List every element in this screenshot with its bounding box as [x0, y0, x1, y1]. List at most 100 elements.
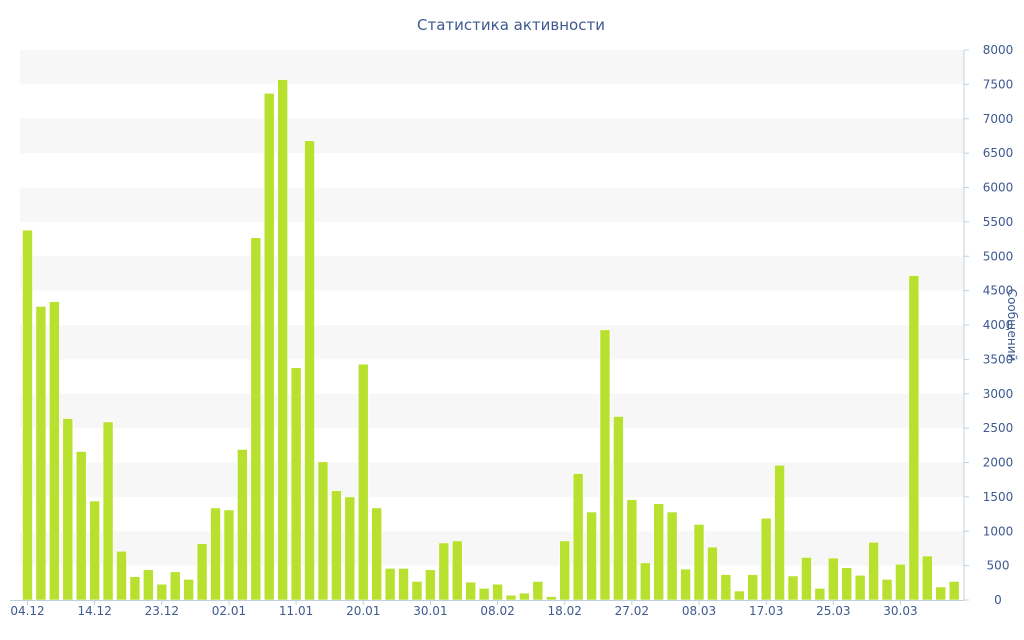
grid-band — [20, 118, 964, 154]
grid-band — [20, 531, 964, 566]
bar[interactable] — [304, 140, 315, 601]
bar[interactable] — [223, 509, 235, 601]
x-tick-label: 25.03 — [816, 604, 850, 618]
bar[interactable] — [156, 583, 168, 601]
bar[interactable] — [183, 579, 194, 601]
bar[interactable] — [599, 329, 611, 601]
bar[interactable] — [666, 511, 678, 601]
bar[interactable] — [75, 451, 87, 601]
bar[interactable] — [747, 574, 759, 601]
bar[interactable] — [317, 461, 329, 601]
bar[interactable] — [613, 416, 624, 601]
grid-band — [20, 462, 964, 497]
bar[interactable] — [478, 588, 490, 601]
x-tick-label: 04.12 — [10, 604, 44, 618]
bar[interactable] — [586, 511, 597, 601]
bar[interactable] — [237, 449, 248, 601]
bar[interactable] — [451, 540, 463, 601]
bar[interactable] — [290, 367, 302, 601]
bar[interactable] — [639, 562, 651, 601]
bar[interactable] — [948, 581, 960, 601]
bar[interactable] — [250, 237, 262, 601]
x-tick-label: 20.01 — [346, 604, 380, 618]
bar[interactable] — [572, 473, 584, 601]
x-tick-label: 08.03 — [682, 604, 716, 618]
bar[interactable] — [545, 596, 557, 601]
bar[interactable] — [35, 306, 47, 601]
y-tick-label: 1000 — [983, 524, 1014, 538]
bar[interactable] — [760, 517, 772, 601]
y-tick-label: 3500 — [983, 352, 1014, 366]
bar[interactable] — [196, 543, 208, 601]
bar[interactable] — [908, 275, 920, 601]
bar[interactable] — [693, 524, 705, 601]
bar[interactable] — [774, 464, 785, 601]
bar[interactable] — [411, 581, 423, 601]
bar[interactable] — [881, 579, 893, 601]
y-axis: 0 500 1000 1500 2000 2500 3000 3500 4000 4500 5000… — [963, 43, 1014, 607]
bar[interactable] — [841, 567, 853, 601]
bar[interactable] — [384, 568, 396, 601]
x-tick-label: 17.03 — [749, 604, 783, 618]
bar[interactable] — [626, 499, 638, 601]
bar[interactable] — [357, 363, 369, 601]
bar[interactable] — [814, 588, 826, 601]
grid-bands — [20, 50, 964, 566]
bar[interactable] — [102, 421, 114, 601]
bar[interactable] — [922, 555, 933, 601]
grid-band — [20, 256, 964, 291]
bar[interactable] — [465, 581, 476, 601]
bar[interactable] — [263, 93, 275, 601]
bar[interactable] — [532, 581, 544, 601]
bar[interactable] — [344, 496, 356, 601]
bar[interactable] — [22, 229, 33, 601]
bar[interactable] — [787, 575, 799, 601]
bar[interactable] — [438, 542, 450, 601]
bar[interactable] — [653, 503, 665, 601]
bar[interactable] — [62, 418, 74, 601]
bar[interactable] — [935, 586, 947, 601]
grid-band — [20, 50, 964, 85]
bar[interactable] — [49, 301, 60, 601]
bar[interactable] — [371, 507, 382, 601]
bar[interactable] — [559, 540, 571, 601]
grid-band — [20, 187, 964, 222]
bar[interactable] — [733, 590, 745, 601]
bar[interactable] — [129, 576, 141, 601]
bar[interactable] — [720, 574, 732, 601]
bar[interactable] — [868, 541, 879, 601]
y-tick-label: 6000 — [983, 181, 1014, 195]
bar[interactable] — [707, 546, 718, 601]
y-tick-label: 4500 — [983, 284, 1014, 298]
y-tick-label: 0 — [994, 593, 1002, 607]
y-tick-label: 8000 — [983, 43, 1014, 57]
bar[interactable] — [680, 568, 691, 601]
bar[interactable] — [210, 507, 221, 601]
y-tick-label: 2000 — [983, 456, 1014, 470]
bar[interactable] — [519, 592, 530, 601]
y-axis-label: Сообщений — [1005, 289, 1019, 362]
x-tick-label: 02.01 — [212, 604, 246, 618]
bar[interactable] — [827, 557, 839, 601]
bar[interactable] — [331, 490, 342, 601]
bar[interactable] — [398, 568, 409, 601]
bar[interactable] — [895, 563, 906, 601]
y-tick-label: 500 — [987, 559, 1010, 573]
grid-band — [20, 325, 964, 360]
bar[interactable] — [801, 557, 812, 601]
bar[interactable] — [89, 500, 100, 601]
bar[interactable] — [425, 569, 436, 601]
bar[interactable] — [143, 569, 154, 601]
bar[interactable] — [277, 79, 288, 601]
bar[interactable] — [116, 550, 127, 601]
x-axis: 04.12 14.12 23.12 02.01 11.01 20.01 30.01 08.02… — [10, 600, 964, 618]
y-tick-label: 4000 — [983, 318, 1014, 332]
bar[interactable] — [169, 571, 181, 601]
x-tick-label: 18.02 — [548, 604, 582, 618]
bar[interactable] — [505, 594, 517, 601]
bar[interactable] — [492, 583, 503, 601]
x-tick-label: 11.01 — [279, 604, 313, 618]
y-tick-label: 3000 — [983, 387, 1014, 401]
x-tick-label: 30.03 — [883, 604, 917, 618]
bar[interactable] — [854, 574, 866, 601]
